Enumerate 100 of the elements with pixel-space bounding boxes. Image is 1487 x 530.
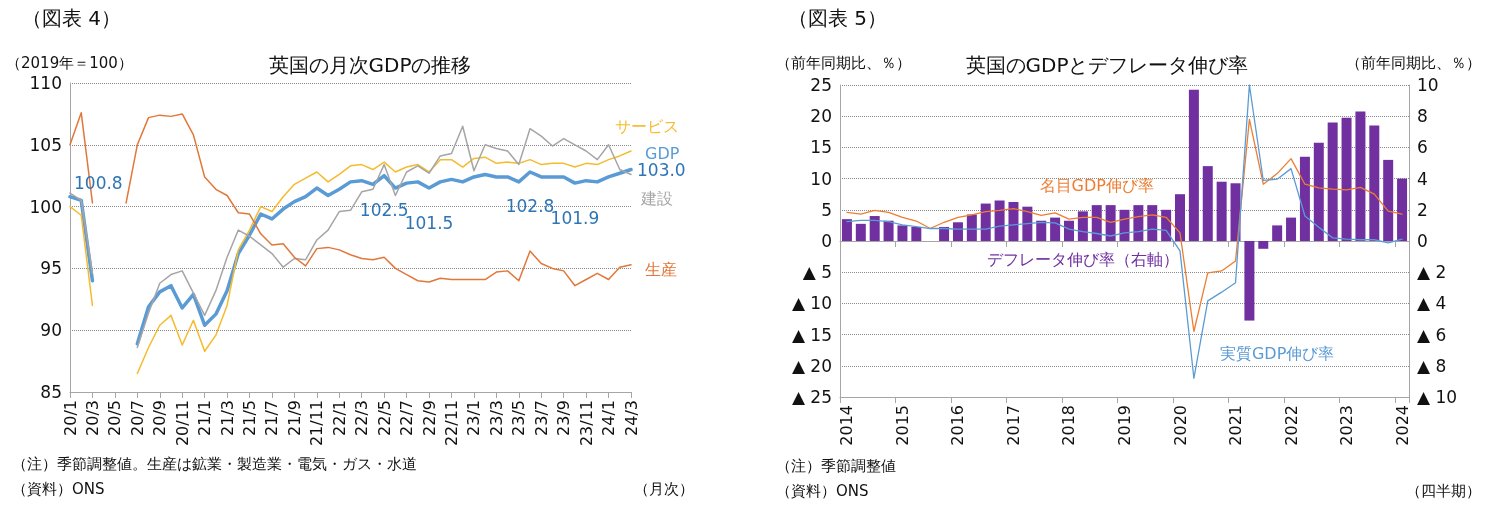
x-tick-label: 22/9 <box>419 400 439 436</box>
x-tick-label: 21/5 <box>240 400 260 436</box>
x-tick-label: 2020 <box>1170 405 1190 446</box>
line-series <box>846 118 1403 333</box>
y2-tick-label: ▲ 2 <box>1417 262 1447 283</box>
y-tick-label: 110 <box>29 73 62 93</box>
y-tick-label: ▲ 5 <box>802 262 832 283</box>
y2-tick-label: ▲ 8 <box>1417 355 1447 376</box>
text: （図表 5） <box>788 6 888 30</box>
y-tick-label: 15 <box>810 137 832 158</box>
y2-tick-label: ▲ 4 <box>1417 293 1447 314</box>
x-tick-label: 22/7 <box>397 400 417 436</box>
y2-tick-label: 2 <box>1417 199 1428 220</box>
text: （資料）ONS <box>12 479 105 498</box>
x-tick-label: 20/11 <box>172 400 192 447</box>
y-tick-label: 90 <box>40 320 62 341</box>
bar <box>1008 202 1019 241</box>
y-tick-label: 85 <box>40 382 62 402</box>
series-label: 実質GDP伸び率 <box>1219 344 1335 364</box>
x-tick-label: 24/1 <box>599 400 619 436</box>
x-tick-label: 23/1 <box>464 400 484 436</box>
x-tick-label: 2022 <box>1281 405 1301 446</box>
x-tick-label: 21/11 <box>307 400 327 447</box>
x-tick-label: 23/5 <box>509 400 529 436</box>
x-tick-label: 23/9 <box>554 400 574 436</box>
bar <box>980 203 991 241</box>
x-tick-label: 22/5 <box>374 400 394 436</box>
bar <box>1022 206 1033 241</box>
x-tick-label: 24/3 <box>621 400 641 436</box>
y-tick-label: 100 <box>29 196 62 217</box>
bar <box>1272 225 1283 241</box>
y-tick-label: 20 <box>810 106 832 127</box>
x-tick-label: 20/7 <box>127 400 147 436</box>
bar <box>1216 181 1227 241</box>
y-tick-label: 25 <box>810 75 832 95</box>
y-tick-label: ▲ 25 <box>791 387 832 407</box>
bar <box>1188 89 1199 241</box>
x-tick-label: 2014 <box>837 405 857 446</box>
x-tick-label: 2023 <box>1337 405 1357 446</box>
bar <box>994 200 1005 241</box>
y2-axis-title: （前年同期比、％） <box>1346 53 1481 72</box>
text: （資料）ONS <box>776 481 869 500</box>
bar <box>1133 205 1144 241</box>
series-label: 建設 <box>640 188 673 208</box>
bar <box>1299 156 1310 241</box>
x-tick-label: 20/3 <box>82 400 102 436</box>
bar <box>1091 205 1102 241</box>
bar <box>883 220 894 241</box>
y-axis-title: （2019年＝100） <box>6 53 133 72</box>
bar <box>939 226 950 241</box>
y2-tick-label: 6 <box>1417 137 1428 158</box>
y2-tick-label: 4 <box>1417 168 1428 189</box>
x-tick-label: 20/9 <box>150 400 170 436</box>
bar <box>1397 178 1408 241</box>
text: （四半期） <box>1406 481 1481 500</box>
bar <box>1286 217 1297 241</box>
y-tick-label: 95 <box>40 258 62 279</box>
bar <box>911 226 922 241</box>
x-tick-label: 2021 <box>1226 405 1246 446</box>
x-tick-label: 2015 <box>892 405 912 446</box>
x-tick-label: 2017 <box>1003 405 1023 446</box>
x-tick-label: 2018 <box>1059 405 1079 446</box>
y2-tick-label: 8 <box>1417 106 1428 127</box>
y-tick-label: 5 <box>821 199 832 220</box>
bar <box>1036 220 1047 241</box>
text: （注）季節調整値。生産は鉱業・製造業・電気・ガス・水道 <box>12 454 417 473</box>
bar <box>1383 159 1394 241</box>
bar <box>1050 217 1061 241</box>
x-tick-label: 21/1 <box>195 400 215 436</box>
bar <box>1327 122 1338 241</box>
series-label: サービス <box>615 117 679 137</box>
x-tick-label: 23/3 <box>486 400 506 436</box>
y2-tick-label: ▲ 6 <box>1417 324 1447 345</box>
x-tick-label: 21/9 <box>284 400 304 436</box>
series-label: 名目GDP伸び率 <box>1039 175 1154 195</box>
y2-tick-label: 0 <box>1417 231 1428 251</box>
bar <box>869 216 880 241</box>
bar <box>1105 205 1116 241</box>
x-tick-label: 21/7 <box>262 400 282 436</box>
y-tick-label: 0 <box>821 231 832 251</box>
y-axis-title: （前年同期比、％） <box>776 53 911 72</box>
x-tick-label: 20/5 <box>105 400 125 436</box>
bar <box>1244 241 1255 321</box>
y-tick-label: 10 <box>810 168 832 189</box>
y2-tick-label: ▲ 10 <box>1417 387 1458 407</box>
y2-tick-label: 10 <box>1417 75 1439 95</box>
series-label: 生産 <box>645 260 677 280</box>
y-tick-label: ▲ 20 <box>791 355 832 376</box>
x-tick-label: 22/11 <box>441 400 461 447</box>
x-tick-label: 21/3 <box>217 400 237 436</box>
bar <box>855 223 866 241</box>
bar <box>1202 166 1213 241</box>
x-tick-label: 2024 <box>1392 405 1412 446</box>
bar <box>897 225 908 241</box>
bar <box>1258 241 1269 249</box>
y-tick-label: ▲ 10 <box>791 293 832 314</box>
text: （図表 4） <box>22 6 122 30</box>
x-tick-label: 22/3 <box>352 400 372 436</box>
bar <box>1341 117 1352 241</box>
series-label: デフレータ伸び率（右軸） <box>986 249 1179 269</box>
